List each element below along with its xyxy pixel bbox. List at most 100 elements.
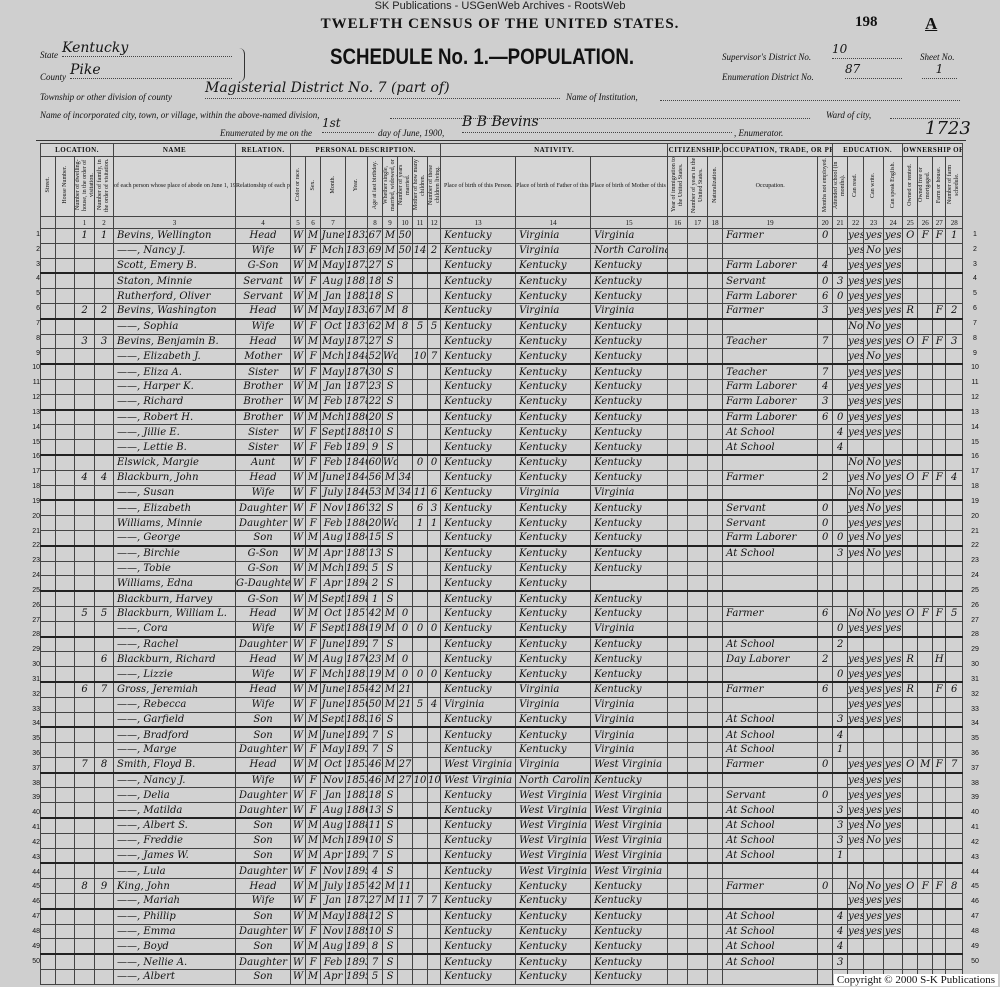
cell: [817, 832, 834, 849]
cell: [397, 560, 414, 577]
cell: [40, 772, 56, 789]
cell: [883, 742, 904, 758]
cell: 1844: [345, 469, 369, 486]
cell: [93, 832, 115, 849]
cell: [427, 560, 442, 577]
cell: Farm Laborer: [722, 529, 819, 547]
county-value: Pike: [70, 62, 232, 79]
cell: [427, 742, 442, 758]
column-number: 27: [932, 216, 947, 229]
cell: Kentucky: [440, 908, 517, 925]
cell: yes: [883, 651, 904, 668]
column-header: Year of immigration to the United States…: [667, 156, 689, 217]
cell: [74, 938, 95, 956]
cell: [427, 711, 442, 729]
cell: 2: [427, 242, 442, 259]
cell: F: [305, 636, 322, 653]
cell: [55, 302, 75, 320]
cell: [817, 817, 834, 834]
cell: [412, 711, 429, 729]
cell: 1893: [345, 742, 369, 758]
cell: [667, 529, 689, 547]
cell: Kentucky: [590, 333, 669, 350]
cell: [427, 756, 442, 774]
cell: yes: [847, 378, 865, 395]
cell: [412, 923, 429, 940]
cell: W: [290, 424, 307, 441]
cell: M: [305, 726, 322, 744]
cell: West Virginia: [515, 787, 592, 804]
cell: [427, 590, 442, 607]
cell: Day Laborer: [722, 651, 819, 668]
person-name: ——, Rachel: [113, 636, 237, 653]
cell: West Virginia: [590, 756, 669, 774]
cell: 0: [817, 756, 834, 774]
cell: Kentucky: [440, 318, 517, 335]
cell: [883, 439, 904, 456]
cell: Kentucky: [440, 545, 517, 562]
cell: [863, 575, 885, 593]
person-name: ——, Eliza A.: [113, 363, 237, 380]
cell: Apr: [320, 847, 347, 865]
cell: Kentucky: [590, 257, 669, 275]
cell: 52: [367, 348, 384, 366]
cell: M: [305, 969, 322, 985]
cell: [902, 363, 919, 380]
cell: [832, 696, 849, 713]
cell: [93, 726, 115, 744]
row-number: 15: [971, 438, 979, 446]
column-number: 6: [305, 216, 322, 229]
cell: 22: [367, 393, 384, 411]
cell: [707, 953, 724, 971]
cell: W: [290, 862, 307, 880]
cell: [945, 348, 964, 366]
cell: M: [305, 756, 322, 774]
cell: [40, 681, 56, 698]
cell: W: [290, 590, 307, 607]
row-number: 1: [36, 231, 40, 238]
relation: Head: [235, 756, 292, 774]
cell: [667, 832, 689, 849]
cell: 23: [367, 651, 384, 668]
enumerator-name: B B Bevins: [462, 114, 732, 133]
cell: [722, 348, 819, 366]
cell: [74, 272, 95, 290]
cell: [93, 969, 115, 985]
institution-field: [660, 90, 960, 101]
relation: Son: [235, 711, 292, 729]
cell: W: [290, 636, 307, 653]
cell: Farmer: [722, 605, 819, 622]
cell: [74, 424, 95, 441]
table-row: ——, TobieG-SonWMMch18955SKentuckyKentuck…: [40, 560, 964, 577]
cell: Virginia: [590, 742, 669, 758]
cell: 4: [427, 696, 442, 713]
cell: [667, 378, 689, 395]
cell: 3: [832, 711, 849, 729]
cell: 10: [412, 348, 429, 366]
table-row: ——, EmmaDaughterWFNov188910SKentuckyKent…: [40, 923, 964, 940]
cell: yes: [847, 832, 865, 849]
cell: yes: [883, 802, 904, 820]
cell: [74, 847, 95, 865]
cell: [932, 590, 947, 607]
cell: [74, 348, 95, 366]
cell: [40, 847, 56, 865]
cell: [412, 575, 429, 593]
cell: Teacher: [722, 363, 819, 380]
cell: yes: [883, 424, 904, 441]
row-number: 23: [971, 557, 979, 565]
cell: [40, 787, 56, 804]
person-name: Scott, Emery B.: [113, 257, 237, 275]
cell: 11: [397, 893, 414, 910]
cell: 11: [412, 484, 429, 502]
cell: 4: [74, 469, 95, 486]
cell: [40, 908, 56, 925]
column-header-label: House Number.: [61, 166, 68, 204]
cell: [687, 515, 709, 531]
row-number: 9: [973, 349, 977, 357]
cell: yes: [847, 409, 865, 426]
cell: [932, 575, 947, 593]
cell: W: [290, 454, 307, 471]
cell: M: [305, 302, 322, 320]
cell: [863, 590, 885, 607]
